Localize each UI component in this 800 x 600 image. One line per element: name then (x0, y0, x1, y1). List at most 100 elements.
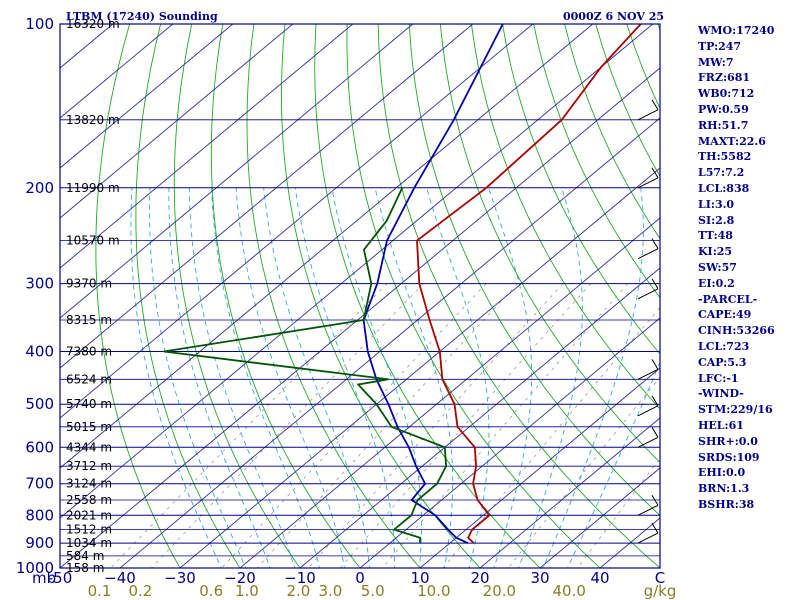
height-label: 6524 m (66, 372, 112, 386)
isotherm-line (479, 417, 660, 568)
pressure-tick-label: 200 (25, 179, 54, 197)
height-label: 10570 m (66, 234, 120, 248)
dry-adiabat (470, 24, 660, 410)
height-label: 4344 m (66, 440, 112, 454)
pressure-tick-label: 900 (25, 534, 54, 552)
isotherm-line (239, 217, 660, 568)
height-label: 158 m (66, 561, 104, 575)
moist-adiabat (188, 187, 296, 568)
index-line: CAPE:49 (698, 308, 752, 322)
dry-adiabat (173, 24, 301, 568)
isotherm-line (60, 24, 534, 419)
height-label: 584 m (66, 549, 104, 563)
index-line: EHI:0.0 (698, 466, 746, 480)
isotherm-line (60, 24, 234, 169)
wind-barb-staff (637, 405, 659, 417)
wind-barb (637, 238, 659, 260)
wind-barb-staff (637, 248, 659, 260)
index-line: CINH:53266 (698, 324, 775, 338)
dry-adiabat (408, 24, 660, 517)
isotherm-line (60, 24, 174, 119)
index-line: LFC:-1 (698, 371, 739, 385)
mixing-ratio-line (577, 457, 660, 568)
mixing-ratio-label: 0.6 (199, 582, 223, 600)
height-label: 5740 m (66, 397, 112, 411)
mixing-ratio-line (221, 283, 487, 568)
wind-barb-flag (651, 99, 659, 111)
wind-barb (637, 167, 659, 189)
mixing-ratio-label: 2.0 (286, 582, 310, 600)
temperature-tick-label: −40 (104, 569, 136, 587)
isotherm-line (299, 267, 660, 568)
index-line: WMO:17240 (698, 24, 775, 37)
index-line: PW:0.59 (698, 102, 749, 116)
temperature-tick-label: 10 (410, 569, 429, 587)
index-line: BSHR:38 (698, 497, 755, 511)
wind-barb-flag (651, 495, 659, 506)
mixing-ratio-line (307, 283, 564, 568)
height-label: 1512 m (66, 523, 112, 537)
index-line: TT:48 (698, 229, 733, 243)
wind-barb (637, 522, 659, 544)
moist-adiabat (518, 187, 583, 568)
index-line: TP:247 (698, 39, 742, 53)
wind-barb (637, 99, 659, 121)
sounding-profiles (163, 24, 659, 544)
temperature-trace (416, 24, 642, 544)
wind-barb-staff (637, 532, 659, 544)
wind-barb-flag (651, 427, 659, 438)
isotherm-line (539, 467, 660, 568)
temperature-tick-label: −30 (164, 569, 196, 587)
pressure-tick-label: 400 (25, 343, 54, 361)
index-line: CAP:5.3 (698, 355, 747, 369)
height-label: 5015 m (66, 420, 112, 434)
wind-barb (637, 427, 659, 448)
isotherm-line (60, 24, 654, 519)
index-line: KI:25 (698, 245, 733, 259)
pressure-tick-label: 700 (25, 475, 54, 493)
index-line: -WIND- (698, 387, 744, 401)
height-label: 13820 m (66, 113, 120, 127)
isotherm-line (179, 167, 660, 568)
moist-adiabat (168, 187, 271, 568)
index-line: WB0:712 (698, 87, 755, 101)
index-line: L57:7.2 (698, 166, 745, 180)
pressure-tick-label: 500 (25, 395, 54, 413)
temperature-tick-label: 40 (590, 569, 609, 587)
wind-barb-staff (637, 436, 659, 448)
moist-adiabat (567, 360, 660, 568)
temperature-tick-label: -50 (48, 569, 73, 587)
pressure-unit-label: mb (32, 569, 56, 587)
isotherm-line (119, 117, 660, 568)
wind-barb-flag (651, 522, 659, 534)
indices-panel: WMO:17240 TP:247 MW:7 FRZ:681 WB0:712 PW:0.59… (698, 23, 798, 513)
index-line: MW:7 (698, 55, 734, 69)
mixing-ratio-label: 10.0 (417, 582, 450, 600)
dewpoint-trace (163, 187, 448, 544)
moist-adiabat (542, 187, 644, 568)
wind-barb-staff (637, 177, 659, 189)
temperature-tick-label: −10 (284, 569, 316, 587)
dry-adiabat (314, 24, 541, 568)
height-label: 7380 m (66, 345, 112, 359)
temperature-tick-label: 0 (355, 569, 365, 587)
moist-adiabat (426, 187, 490, 568)
wind-barb-flag (651, 395, 659, 407)
height-label: 3124 m (66, 477, 112, 491)
mixing-ratio-label: 0.2 (128, 582, 152, 600)
wind-barb-flag (651, 167, 659, 179)
mixing-ratio-label: 0.1 (88, 582, 112, 600)
dry-adiabat (533, 24, 660, 299)
isotherm-line (0, 24, 53, 580)
dry-adiabat (95, 24, 181, 568)
moist-adiabat (130, 187, 222, 568)
index-line: SRDS:109 (698, 450, 760, 464)
parcel-trace (362, 24, 504, 544)
index-line: SHR+:0.0 (698, 434, 758, 448)
mixing-ratio-line (442, 307, 660, 568)
isotherm-line (60, 24, 294, 219)
isotherm-line (60, 24, 414, 319)
wind-barb-staff (637, 368, 659, 380)
index-line: RH:51.7 (698, 118, 749, 132)
